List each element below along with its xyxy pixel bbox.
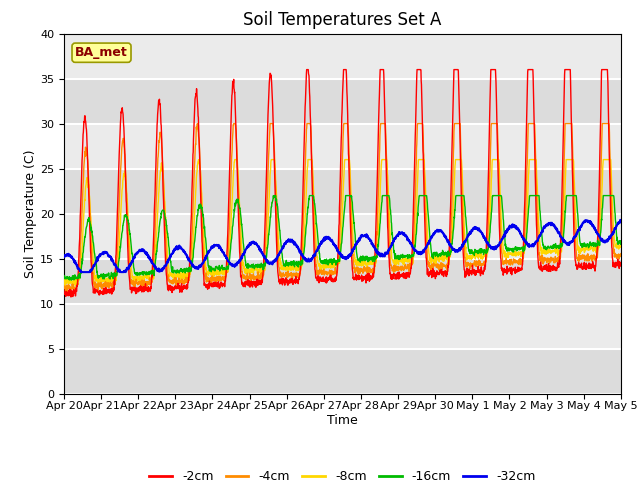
Bar <box>64 303 621 348</box>
Legend: -2cm, -4cm, -8cm, -16cm, -32cm: -2cm, -4cm, -8cm, -16cm, -32cm <box>145 465 540 480</box>
X-axis label: Time: Time <box>327 414 358 427</box>
Bar <box>64 123 621 168</box>
Bar <box>64 214 621 259</box>
Bar <box>64 34 621 79</box>
Y-axis label: Soil Temperature (C): Soil Temperature (C) <box>24 149 37 278</box>
Text: BA_met: BA_met <box>75 46 128 59</box>
Title: Soil Temperatures Set A: Soil Temperatures Set A <box>243 11 442 29</box>
Bar <box>64 168 621 214</box>
Bar <box>64 259 621 303</box>
Bar <box>64 79 621 123</box>
Bar <box>64 348 621 394</box>
